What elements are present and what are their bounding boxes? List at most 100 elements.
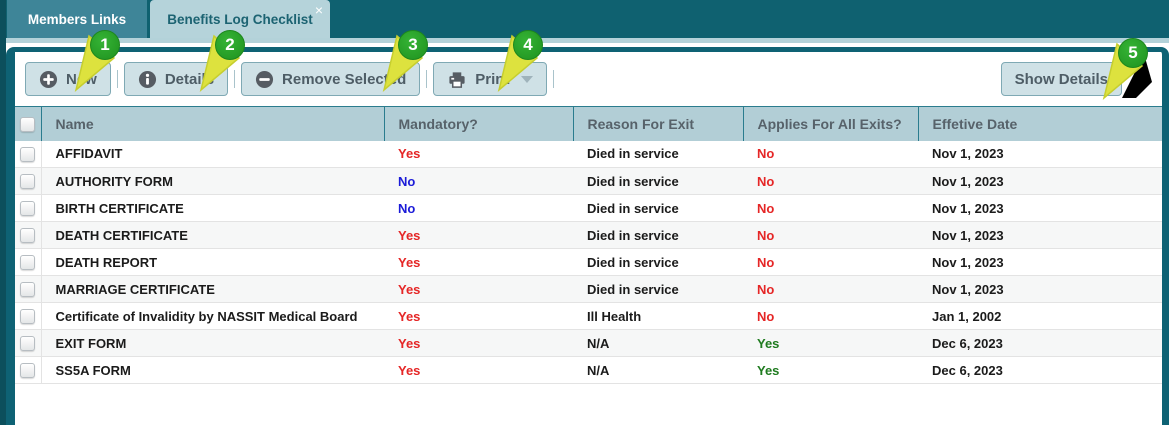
tab-members-links-label: Members Links — [27, 11, 127, 27]
print-button-label: Print — [475, 70, 510, 88]
cell-applies-for-all-exits: Yes — [743, 329, 918, 357]
cell-name: Certificate of Invalidity by NASSIT Medi… — [41, 302, 384, 330]
remove-selected-button[interactable]: Remove Selected — [241, 62, 421, 96]
column-header-name[interactable]: Name — [40, 106, 384, 141]
toolbar-separator — [234, 70, 236, 88]
cell-effetive-date: Dec 6, 2023 — [918, 356, 1162, 384]
row-checkbox-cell — [15, 275, 42, 303]
cell-name: BIRTH CERTIFICATE — [41, 194, 384, 222]
cell-name: DEATH CERTIFICATE — [41, 221, 384, 249]
cell-name: AFFIDAVIT — [41, 140, 384, 168]
table-row[interactable]: DEATH CERTIFICATE Yes Died in service No… — [15, 221, 1162, 249]
cell-effetive-date: Dec 6, 2023 — [918, 329, 1162, 357]
printer-icon — [449, 71, 465, 88]
row-checkbox-cell — [15, 329, 42, 357]
checklist-table: Name Mandatory? Reason For Exit Applies … — [15, 106, 1162, 384]
new-button[interactable]: New — [25, 62, 111, 96]
select-all-checkbox[interactable] — [20, 117, 36, 133]
cell-applies-for-all-exits: No — [743, 221, 918, 249]
cell-effetive-date: Nov 1, 2023 — [918, 194, 1162, 222]
row-checkbox-cell — [15, 356, 42, 384]
table-row[interactable]: EXIT FORM Yes N/A Yes Dec 6, 2023 — [15, 329, 1162, 357]
remove-selected-button-label: Remove Selected — [282, 70, 407, 88]
toolbar-separator — [116, 70, 118, 88]
minus-circle-icon — [255, 70, 274, 88]
print-button[interactable]: Print — [433, 62, 548, 96]
row-checkbox[interactable] — [20, 336, 36, 352]
cell-name: DEATH REPORT — [41, 248, 384, 276]
cell-mandatory: Yes — [384, 356, 573, 384]
cell-mandatory: No — [384, 167, 573, 195]
table-row[interactable]: SS5A FORM Yes N/A Yes Dec 6, 2023 — [15, 356, 1162, 384]
row-checkbox-cell — [15, 221, 42, 249]
tab-members-links[interactable]: Members Links — [7, 0, 147, 38]
table-row[interactable]: AUTHORITY FORM No Died in service No Nov… — [15, 167, 1162, 195]
row-checkbox[interactable] — [20, 282, 36, 298]
cell-mandatory: No — [384, 194, 573, 222]
cell-reason-for-exit: Died in service — [573, 275, 743, 303]
column-header-applies-for-all-exits[interactable]: Applies For All Exits? — [742, 106, 918, 141]
plus-circle-icon — [39, 70, 58, 88]
toolbar: New Details Remove Selected — [15, 52, 1162, 106]
cell-applies-for-all-exits: Yes — [743, 356, 918, 384]
cell-name: MARRIAGE CERTIFICATE — [41, 275, 384, 303]
cell-reason-for-exit: Ill Health — [573, 302, 743, 330]
show-details-button[interactable]: Show Details — [1000, 62, 1122, 96]
page-left-edge — [0, 0, 6, 425]
show-details-button-label: Show Details — [1014, 70, 1108, 88]
cell-mandatory: Yes — [384, 275, 573, 303]
tab-benefits-log-checklist[interactable]: Benefits Log Checklist × — [150, 0, 330, 38]
cell-applies-for-all-exits: No — [743, 167, 918, 195]
cell-mandatory: Yes — [384, 329, 573, 357]
row-checkbox[interactable] — [20, 309, 36, 325]
cell-reason-for-exit: Died in service — [573, 248, 743, 276]
cell-reason-for-exit: N/A — [573, 329, 743, 357]
cell-name: EXIT FORM — [41, 329, 384, 357]
column-header-mandatory[interactable]: Mandatory? — [383, 106, 573, 141]
table-row[interactable]: DEATH REPORT Yes Died in service No Nov … — [15, 248, 1162, 276]
cell-reason-for-exit: N/A — [573, 356, 743, 384]
table-header: Name Mandatory? Reason For Exit Applies … — [15, 106, 1162, 141]
row-checkbox-cell — [15, 167, 42, 195]
cell-mandatory: Yes — [384, 248, 573, 276]
row-checkbox[interactable] — [20, 255, 36, 271]
toolbar-separator — [553, 70, 555, 88]
cell-applies-for-all-exits: No — [743, 140, 918, 168]
row-checkbox[interactable] — [20, 363, 36, 379]
row-checkbox[interactable] — [20, 201, 36, 217]
active-tab-strip — [0, 38, 1169, 43]
row-checkbox[interactable] — [20, 146, 36, 162]
tab-bar: Members Links Benefits Log Checklist × — [0, 0, 1169, 38]
table-row[interactable]: Certificate of Invalidity by NASSIT Medi… — [15, 302, 1162, 330]
cell-applies-for-all-exits: No — [743, 302, 918, 330]
cell-mandatory: Yes — [384, 221, 573, 249]
column-header-reason-for-exit[interactable]: Reason For Exit — [572, 106, 743, 141]
table-row[interactable]: AFFIDAVIT Yes Died in service No Nov 1, … — [15, 140, 1162, 168]
table-row[interactable]: MARRIAGE CERTIFICATE Yes Died in service… — [15, 275, 1162, 303]
select-all-header-cell — [15, 106, 41, 141]
cell-mandatory: Yes — [384, 140, 573, 168]
cell-applies-for-all-exits: No — [743, 194, 918, 222]
cell-applies-for-all-exits: No — [743, 248, 918, 276]
row-checkbox[interactable] — [20, 174, 36, 190]
info-circle-icon — [138, 70, 156, 88]
table-row[interactable]: BIRTH CERTIFICATE No Died in service No … — [15, 194, 1162, 222]
row-checkbox-cell — [15, 302, 42, 330]
cell-effetive-date: Nov 1, 2023 — [918, 221, 1162, 249]
cell-effetive-date: Nov 1, 2023 — [918, 140, 1162, 168]
details-button[interactable]: Details — [123, 62, 229, 96]
row-checkbox-cell — [15, 140, 42, 168]
cell-effetive-date: Nov 1, 2023 — [918, 167, 1162, 195]
content-panel: New Details Remove Selected — [6, 47, 1169, 425]
cell-reason-for-exit: Died in service — [573, 140, 743, 168]
column-header-effetive-date[interactable]: Effetive Date — [917, 106, 1162, 141]
cell-mandatory: Yes — [384, 302, 573, 330]
table-body: AFFIDAVIT Yes Died in service No Nov 1, … — [15, 140, 1162, 384]
chevron-down-icon — [521, 75, 534, 83]
close-icon[interactable]: × — [314, 2, 323, 18]
tab-benefits-log-checklist-label: Benefits Log Checklist — [167, 11, 313, 27]
cell-applies-for-all-exits: No — [743, 275, 918, 303]
row-checkbox[interactable] — [20, 228, 36, 244]
cell-name: AUTHORITY FORM — [41, 167, 384, 195]
cell-reason-for-exit: Died in service — [573, 167, 743, 195]
